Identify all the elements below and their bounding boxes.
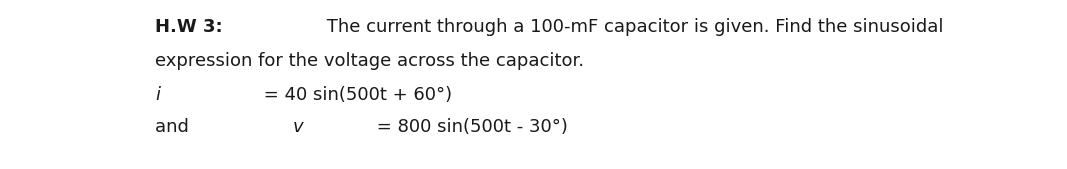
Text: and: and xyxy=(155,118,194,136)
Text: v: v xyxy=(293,118,304,136)
Text: expression for the voltage across the capacitor.: expression for the voltage across the ca… xyxy=(155,52,584,70)
Text: The current through a 100-mF capacitor is given. Find the sinusoidal: The current through a 100-mF capacitor i… xyxy=(321,18,943,36)
Text: = 40 sin(500t + 60°): = 40 sin(500t + 60°) xyxy=(258,86,452,104)
Text: H.W 3:: H.W 3: xyxy=(155,18,223,36)
Text: = 800 sin(500t - 30°): = 800 sin(500t - 30°) xyxy=(371,118,568,136)
Text: i: i xyxy=(155,86,160,104)
